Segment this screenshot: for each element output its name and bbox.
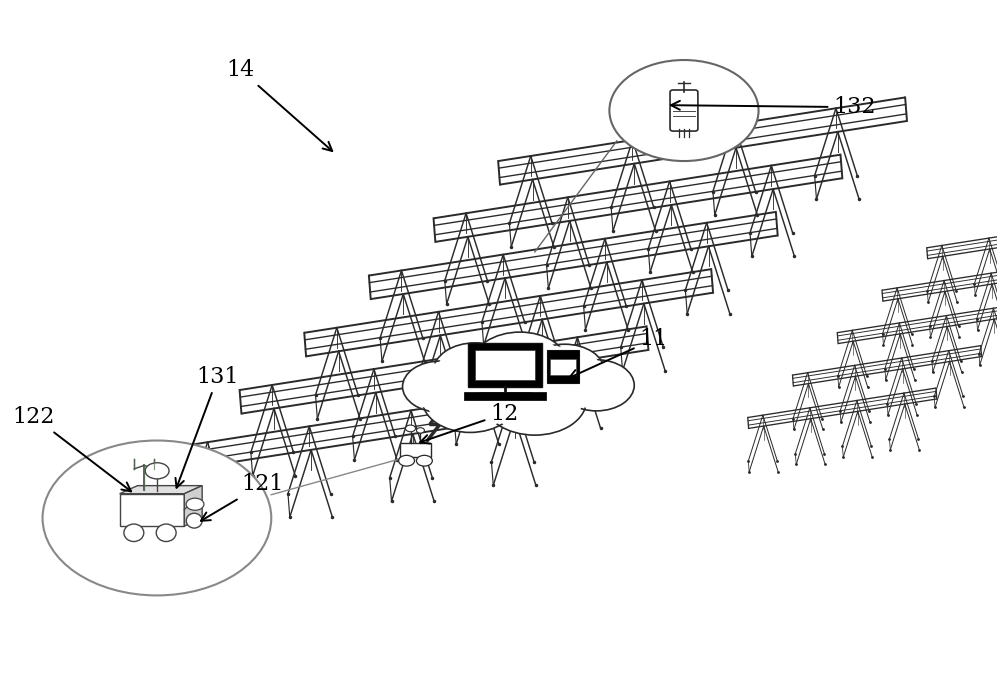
Circle shape	[145, 463, 169, 479]
Polygon shape	[184, 485, 202, 526]
Polygon shape	[120, 494, 184, 526]
FancyBboxPatch shape	[468, 343, 542, 386]
Circle shape	[483, 365, 587, 435]
Circle shape	[433, 343, 517, 399]
Circle shape	[609, 60, 759, 161]
Circle shape	[43, 441, 271, 595]
Text: 121: 121	[201, 473, 284, 521]
Bar	[550, 359, 576, 375]
Bar	[400, 443, 431, 458]
Circle shape	[426, 370, 514, 430]
Circle shape	[559, 360, 634, 411]
Text: 11: 11	[569, 329, 667, 378]
Circle shape	[472, 332, 568, 397]
Bar	[475, 350, 535, 380]
Ellipse shape	[124, 524, 144, 542]
Text: 131: 131	[175, 365, 239, 488]
Bar	[547, 350, 579, 383]
Circle shape	[406, 363, 475, 410]
Text: 122: 122	[13, 406, 131, 492]
Circle shape	[525, 344, 604, 398]
Circle shape	[422, 368, 518, 433]
Ellipse shape	[186, 513, 202, 528]
Bar	[464, 392, 546, 400]
Circle shape	[476, 335, 564, 394]
Circle shape	[399, 456, 415, 466]
Circle shape	[562, 362, 631, 409]
Circle shape	[416, 428, 424, 433]
Text: 14: 14	[227, 59, 332, 151]
Circle shape	[528, 346, 601, 396]
Text: 12: 12	[420, 403, 518, 443]
Ellipse shape	[156, 524, 176, 542]
Circle shape	[406, 425, 415, 432]
Circle shape	[186, 498, 204, 511]
FancyBboxPatch shape	[670, 90, 698, 131]
Circle shape	[416, 456, 432, 466]
Polygon shape	[120, 485, 202, 494]
Circle shape	[437, 345, 514, 397]
Text: 132: 132	[671, 96, 876, 118]
Circle shape	[487, 368, 582, 433]
Circle shape	[403, 361, 478, 412]
